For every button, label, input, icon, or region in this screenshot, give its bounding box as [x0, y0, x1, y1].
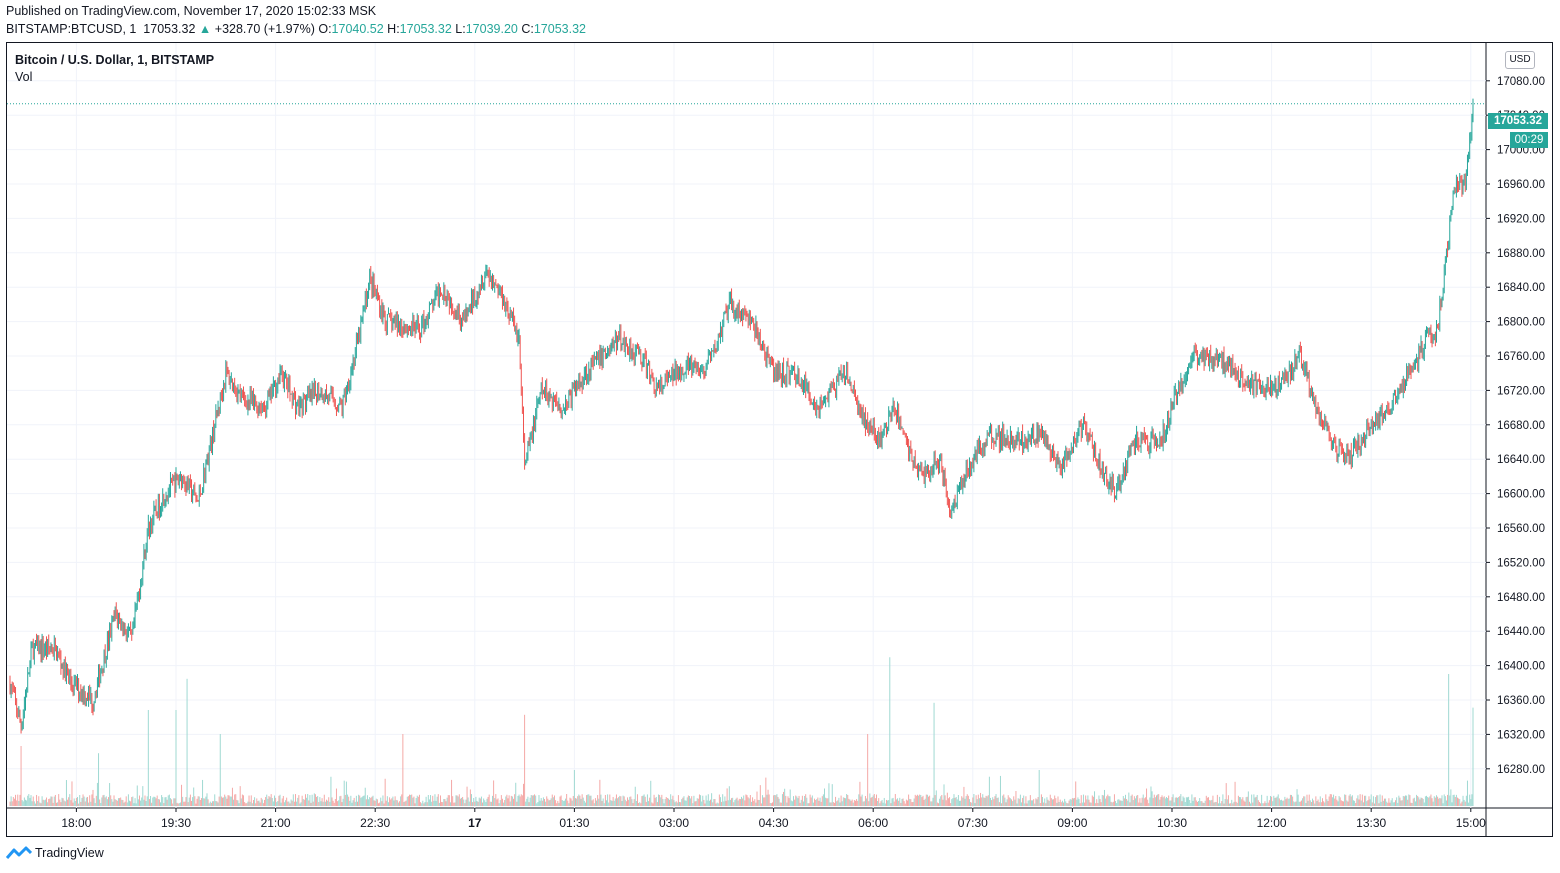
y-tick-label: 16360.00: [1497, 695, 1545, 707]
currency-button[interactable]: USD: [1505, 51, 1535, 69]
x-tick-label: 21:00: [261, 816, 291, 830]
ohlc-header: BITSTAMP:BTCUSD, 1 17053.32 ▲ +328.70 (+…: [6, 22, 586, 36]
x-tick-label: 09:00: [1057, 816, 1087, 830]
y-tick-label: 16640.00: [1497, 454, 1545, 466]
y-tick-label: 16840.00: [1497, 282, 1545, 294]
legend-title: Bitcoin / U.S. Dollar, 1, BITSTAMP: [15, 53, 215, 67]
y-tick-label: 16920.00: [1497, 213, 1545, 225]
last-price-tag: 17053.32: [1488, 113, 1548, 129]
tradingview-logo-icon: [6, 846, 32, 859]
y-tick-label: 16760.00: [1497, 351, 1545, 363]
y-tick-label: 16280.00: [1497, 764, 1545, 776]
x-tick-label: 18:00: [61, 816, 91, 830]
x-tick-label: 22:30: [360, 816, 390, 830]
x-tick-label: 13:30: [1356, 816, 1386, 830]
y-tick-label: 16480.00: [1497, 592, 1545, 604]
legend-volume: Vol: [15, 70, 33, 84]
x-tick-label: 17: [468, 816, 482, 830]
x-tick-label: 10:30: [1157, 816, 1187, 830]
y-tick-label: 17080.00: [1497, 76, 1545, 88]
x-tick-label: 01:30: [559, 816, 589, 830]
x-tick-label: 12:00: [1257, 816, 1287, 830]
footer-brand[interactable]: TradingView: [6, 846, 104, 860]
low-value: 17039.20: [465, 22, 518, 36]
y-tick-label: 16320.00: [1497, 729, 1545, 741]
low-label: L:: [455, 22, 466, 36]
high-value: 17053.32: [399, 22, 452, 36]
x-tick-label: 03:00: [659, 816, 689, 830]
up-arrow-icon: ▲: [198, 22, 212, 36]
y-tick-label: 16800.00: [1497, 317, 1545, 329]
y-tick-label: 16440.00: [1497, 626, 1545, 638]
y-tick-label: 16680.00: [1497, 420, 1545, 432]
last-price: 17053.32: [143, 22, 196, 36]
chart-frame: [6, 42, 1553, 837]
x-tick-label: 07:30: [958, 816, 988, 830]
x-tick-label: 15:00: [1456, 816, 1486, 830]
y-tick-label: 16720.00: [1497, 385, 1545, 397]
y-tick-label: 16560.00: [1497, 523, 1545, 535]
price-change: +328.70 (+1.97%): [214, 22, 315, 36]
close-label: C:: [521, 22, 534, 36]
open-value: 17040.52: [331, 22, 384, 36]
x-tick-label: 19:30: [161, 816, 191, 830]
close-value: 17053.32: [533, 22, 586, 36]
x-tick-label: 04:30: [759, 816, 789, 830]
published-info: Published on TradingView.com, November 1…: [6, 4, 377, 18]
y-tick-label: 16600.00: [1497, 489, 1545, 501]
y-tick-label: 16960.00: [1497, 179, 1545, 191]
open-label: O:: [318, 22, 332, 36]
high-label: H:: [387, 22, 400, 36]
x-tick-label: 06:00: [858, 816, 888, 830]
y-tick-label: 16880.00: [1497, 248, 1545, 260]
y-tick-label: 16520.00: [1497, 557, 1545, 569]
y-tick-label: 16400.00: [1497, 661, 1545, 673]
footer-brand-label: TradingView: [35, 846, 104, 860]
bar-countdown: 00:29: [1510, 132, 1548, 148]
symbol-label: BITSTAMP:BTCUSD, 1: [6, 22, 137, 36]
